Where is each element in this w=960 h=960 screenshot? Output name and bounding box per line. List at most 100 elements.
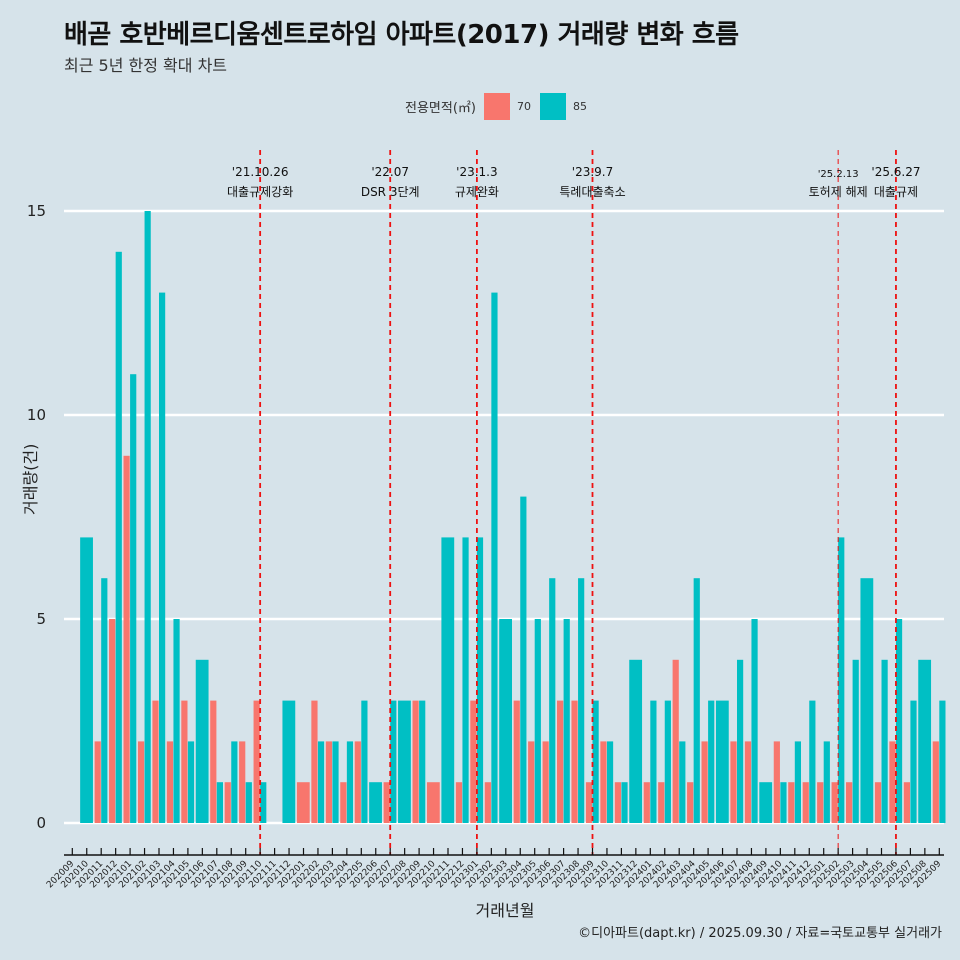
bar-70-202503 [846,782,853,823]
bar-85-202206 [369,782,382,823]
bar-85-202103 [159,292,166,824]
y-axis-label: 거래량(건) [21,443,40,515]
bar-85-202411 [794,741,801,823]
bar-85-202108 [231,741,238,823]
bar-70-202301 [470,700,477,823]
bar-70-202308 [571,700,578,823]
y-tick-label: 0 [36,814,46,832]
bar-70-202107 [210,700,217,823]
bar-70-202306 [542,741,549,823]
bar-70-202205 [354,741,361,823]
y-tick-label: 15 [27,202,46,220]
bar-85-202202 [317,741,325,823]
y-tick-label: 10 [27,406,46,424]
event-date-202309: '23.9.7 [572,165,613,179]
bar-85-202407 [737,659,744,823]
bar-70-202403 [672,659,679,823]
bar-85-202410 [780,782,787,823]
bar-85-202109 [245,782,252,823]
bar-70-202104 [166,741,174,823]
y-tick-label: 5 [36,610,46,628]
legend-key-70 [483,93,510,120]
bar-85-202101 [130,374,137,823]
bar-85-202211 [441,537,455,823]
bar-70-202102 [137,741,145,823]
bar-85-202105 [187,741,195,823]
bar-70-202505 [874,782,882,823]
bar-70-202110 [253,700,260,823]
bar-85-202304 [520,496,527,823]
bar-70-202401 [643,782,650,823]
legend-key-85 [539,93,566,120]
bar-85-202203 [332,741,339,823]
event-date-202207: '22.07 [371,165,409,179]
bar-85-202405 [708,700,715,823]
bar-70-202210 [426,782,440,823]
event-label-202506: 대출규제 [874,185,918,199]
bar-85-202501 [823,741,830,823]
bar-85-202404 [693,578,700,823]
bar-85-202110 [260,782,267,823]
event-date-202506: '25.6.27 [871,165,920,179]
bar-85-202107 [216,782,223,823]
bar-85-202402 [664,700,671,823]
bar-70-202304 [513,700,520,823]
event-date-202110: '21.10.26 [232,165,289,179]
bar-85-202302 [491,292,498,824]
bar-85-202506 [895,619,903,823]
bar-85-202307 [563,619,570,823]
event-date-202502: '25.2.13 [818,169,859,180]
bar-85-202508 [918,659,932,823]
bar-70-202310 [600,741,607,823]
bar-70-202412 [802,782,809,823]
bar-85-202305 [534,619,541,823]
bar-70-202209 [412,700,419,823]
bar-70-202502 [831,782,838,823]
bar-70-202501 [817,782,824,823]
legend-title: 전용면적(㎡) [405,101,476,116]
bar-70-202408 [744,741,752,823]
bar-85-202310 [606,741,614,823]
bar-70-202507 [903,782,910,823]
bar-85-202209 [419,700,426,823]
bar-85-202204 [346,741,354,823]
bar-85-202311 [621,782,628,823]
bar-70-202202 [311,700,318,823]
bar-70-202307 [557,700,564,823]
bar-70-202411 [788,782,795,823]
bar-70-202103 [152,700,159,823]
bar-85-202401 [650,700,657,823]
bar-85-202406 [715,700,729,823]
event-label-202110: 대출규제강화 [227,185,293,199]
bar-85-202403 [679,741,686,823]
bar-70-202109 [239,741,246,823]
chart-title: 배곧 호반베르디움센트로하임 아파트(2017) 거래량 변화 흐름 [64,20,739,50]
x-axis-label: 거래년월 [475,901,535,920]
credit-footer: ©디아파트(dapt.kr) / 2025.09.30 / 자료=국토교통부 실… [578,926,942,941]
bar-70-202203 [325,741,332,823]
bar-70-202011 [94,741,101,823]
bar-85-202309 [592,700,599,823]
bar-85-202205 [361,700,368,823]
bar-85-202207 [390,700,397,823]
chart-subtitle: 최근 5년 한정 확대 차트 [64,56,228,75]
bar-70-202108 [224,782,231,823]
bar-70-202302 [484,782,491,823]
bar-85-202502 [838,537,845,823]
bar-70-202402 [658,782,665,823]
legend: 전용면적(㎡) 70 85 [405,93,596,120]
bar-85-202308 [578,578,585,823]
bar-70-202012 [109,619,116,823]
bar-85-202102 [144,211,151,823]
bar-85-202301 [476,537,484,823]
bar-70-202207 [383,782,390,823]
bar-85-202104 [173,619,180,823]
bar-70-202309 [585,782,593,823]
bars [80,211,946,824]
event-lines: '21.10.26 대출규제강화 '22.07 DSR 3단계 '23.1.3 규제완화 '… [227,150,921,855]
bar-70-202311 [614,782,621,823]
bar-70-202410 [773,741,780,823]
bar-85-202409 [759,782,773,823]
bar-85-202112 [282,700,296,823]
event-label-202502: 토허제 해제 [809,185,868,199]
